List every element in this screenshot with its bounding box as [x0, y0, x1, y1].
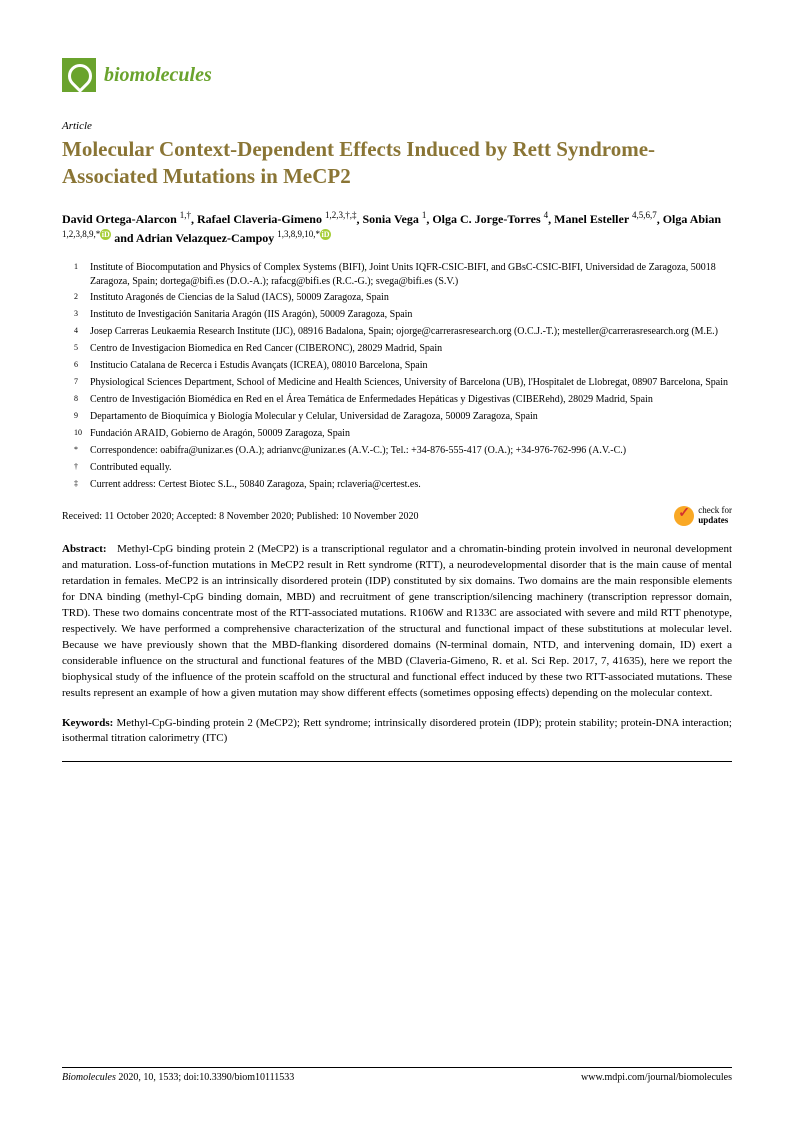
dates-row: Received: 11 October 2020; Accepted: 8 N…: [62, 506, 732, 526]
keywords-section: Keywords: Methyl-CpG-binding protein 2 (…: [62, 716, 732, 748]
footer-citation: Biomolecules 2020, 10, 1533; doi:10.3390…: [62, 1072, 294, 1083]
footer-url[interactable]: www.mdpi.com/journal/biomolecules: [581, 1072, 732, 1083]
publication-dates: Received: 11 October 2020; Accepted: 8 N…: [62, 511, 419, 522]
abstract-section: Abstract: Methyl-CpG binding protein 2 (…: [62, 542, 732, 701]
affiliation-row: 6Institucio Catalana de Recerca i Estudi…: [74, 359, 732, 375]
affiliation-row: 9Departamento de Bioquímica y Biología M…: [74, 410, 732, 426]
affiliation-row: 10Fundación ARAID, Gobierno de Aragón, 5…: [74, 427, 732, 443]
check-updates-icon: [674, 506, 694, 526]
journal-logo-icon: [62, 58, 96, 92]
affiliation-row: 1Institute of Biocomputation and Physics…: [74, 261, 732, 290]
affiliation-row: *Correspondence: oabifra@unizar.es (O.A.…: [74, 444, 732, 460]
authors-list: David Ortega-Alarcon 1,†, Rafael Claveri…: [62, 209, 732, 247]
affiliation-row: 5Centro de Investigacion Biomedica en Re…: [74, 342, 732, 358]
article-type: Article: [62, 120, 732, 132]
keywords-text: Methyl-CpG-binding protein 2 (MeCP2); Re…: [62, 717, 732, 745]
journal-name: biomolecules: [104, 64, 212, 87]
article-title: Molecular Context-Dependent Effects Indu…: [62, 136, 732, 191]
keywords-label: Keywords:: [62, 717, 113, 729]
affiliation-row: 8Centro de Investigación Biomédica en Re…: [74, 393, 732, 409]
page-footer: Biomolecules 2020, 10, 1533; doi:10.3390…: [62, 1067, 732, 1083]
abstract-text: Methyl-CpG binding protein 2 (MeCP2) is …: [62, 543, 732, 698]
affiliation-row: 7Physiological Sciences Department, Scho…: [74, 376, 732, 392]
affiliations-list: 1Institute of Biocomputation and Physics…: [74, 261, 732, 495]
check-updates-text: check for updates: [698, 506, 732, 526]
affiliation-row: 4Josep Carreras Leukaemia Research Insti…: [74, 325, 732, 341]
affiliation-row: †Contributed equally.: [74, 461, 732, 477]
affiliation-row: 2Instituto Aragonés de Ciencias de la Sa…: [74, 291, 732, 307]
divider-line: [62, 761, 732, 762]
journal-header: biomolecules: [62, 58, 732, 92]
affiliation-row: 3Instituto de Investigación Sanitaria Ar…: [74, 308, 732, 324]
affiliation-row: ‡Current address: Certest Biotec S.L., 5…: [74, 478, 732, 494]
abstract-label: Abstract:: [62, 543, 107, 555]
check-for-updates-button[interactable]: check for updates: [674, 506, 732, 526]
